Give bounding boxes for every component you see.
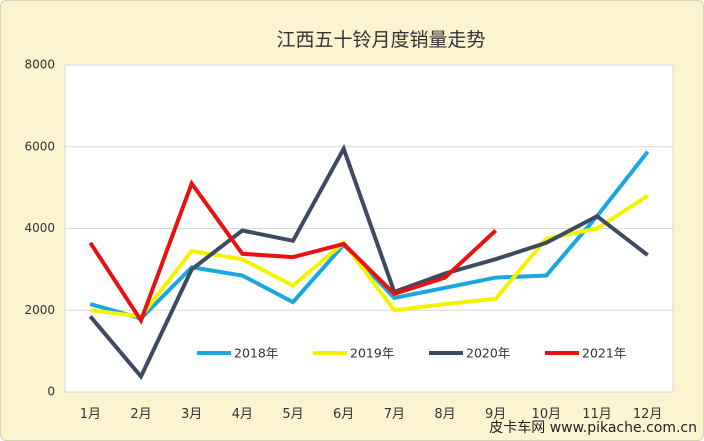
y-tick-label: 4000 [24,221,55,235]
x-tick-label: 12月 [633,407,663,422]
series-line-2020年 [88,143,649,381]
y-tick-label: 8000 [24,58,55,72]
legend-label: 2020年 [466,346,510,361]
series-lines [88,143,650,381]
x-tick-label: 7月 [384,407,405,422]
y-tick-label: 2000 [24,303,55,317]
x-tick-label: 8月 [434,407,455,422]
x-tick-label: 4月 [232,407,253,422]
x-tick-label: 5月 [282,407,303,422]
y-tick-label: 0 [47,385,55,399]
y-tick-label: 6000 [24,139,55,153]
y-tick-labels: 0 2000 4000 6000 8000 [24,58,55,399]
legend-label: 2018年 [234,346,278,361]
x-tick-label: 11月 [582,407,612,422]
x-tick-label: 1月 [80,407,101,422]
legend-label: 2021年 [582,346,626,361]
x-tick-labels: 1月 2月 3月 4月 5月 6月 7月 8月 9月 10月 11月 12月 [80,407,663,422]
x-tick-label: 3月 [181,407,202,422]
legend: 2018年 2019年 2020年 2021年 [197,346,626,361]
x-tick-label: 9月 [485,407,506,422]
series-line-2021年 [88,179,498,325]
x-tick-label: 6月 [333,407,354,422]
chart-title: 江西五十铃月度销量走势 [276,29,485,51]
x-tick-label: 2月 [130,407,151,422]
gridlines [65,64,673,393]
x-tick-label: 10月 [532,407,562,422]
legend-label: 2019年 [350,346,394,361]
watermark-text: 皮卡车网 www.pikache.com.cn [489,419,697,436]
